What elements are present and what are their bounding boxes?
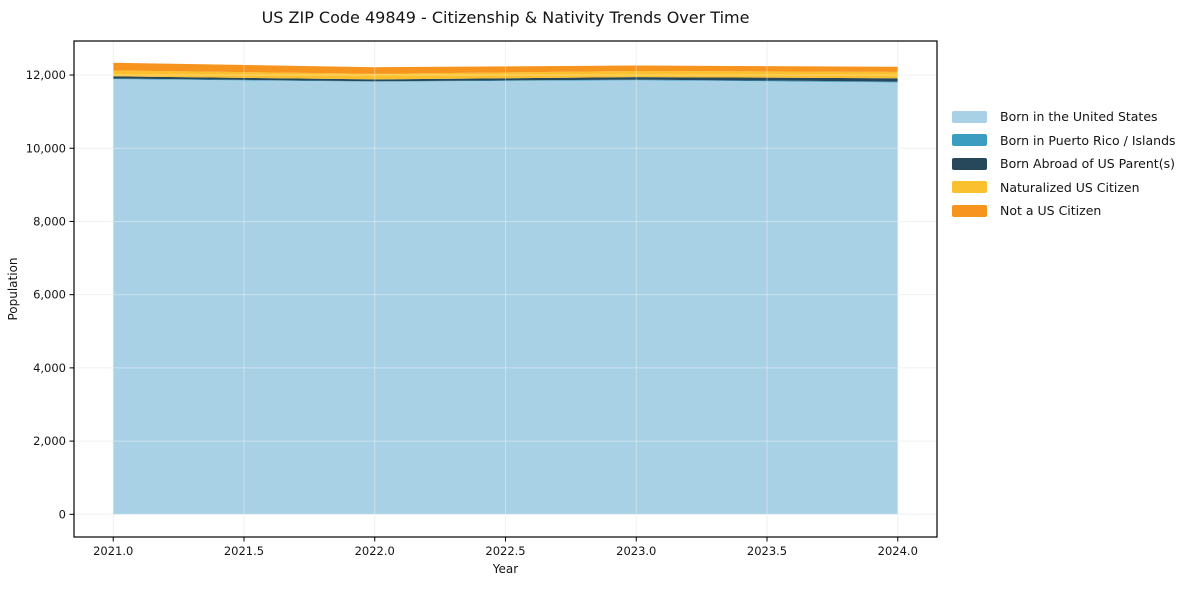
x-tick-label: 2021.5: [224, 544, 264, 558]
x-tick-label: 2021.0: [93, 544, 133, 558]
y-tick-label: 4,000: [33, 361, 66, 375]
legend-label: Naturalized US Citizen: [1000, 179, 1140, 195]
legend-label: Not a US Citizen: [1000, 203, 1102, 219]
legend-item: Born in Puerto Rico / Islands: [952, 129, 1176, 153]
legend-item: Born Abroad of US Parent(s): [952, 152, 1176, 176]
x-tick-label: 2023.5: [747, 544, 787, 558]
legend-swatch: [952, 110, 987, 123]
y-axis-label: Population: [6, 257, 20, 321]
legend-swatch: [952, 204, 987, 217]
area-series-0: [113, 79, 898, 515]
x-tick-label: 2024.0: [878, 544, 918, 558]
y-tick-label: 2,000: [33, 434, 66, 448]
x-tick-label: 2022.5: [485, 544, 525, 558]
legend-item: Not a US Citizen: [952, 199, 1176, 223]
area-series-2: [113, 76, 898, 82]
legend-swatch: [952, 181, 987, 194]
legend-swatch: [952, 157, 987, 170]
x-axis-label: Year: [492, 562, 519, 576]
area-series-1: [113, 78, 898, 83]
legend-item: Naturalized US Citizen: [952, 176, 1176, 200]
area-series-3: [113, 70, 898, 80]
legend: Born in the United States Born in Puerto …: [952, 105, 1176, 223]
y-tick-label: 6,000: [33, 288, 66, 302]
y-tick-label: 12,000: [26, 68, 66, 82]
legend-label: Born Abroad of US Parent(s): [1000, 156, 1175, 172]
x-tick-label: 2022.0: [355, 544, 395, 558]
y-tick-label: 0: [59, 507, 66, 521]
area-series-4: [113, 62, 898, 74]
legend-label: Born in the United States: [1000, 109, 1158, 125]
chart-title: US ZIP Code 49849 - Citizenship & Nativi…: [261, 8, 750, 27]
y-tick-label: 10,000: [26, 141, 66, 155]
legend-label: Born in Puerto Rico / Islands: [1000, 132, 1176, 148]
x-tick-label: 2023.0: [616, 544, 656, 558]
legend-item: Born in the United States: [952, 105, 1176, 129]
y-tick-label: 8,000: [33, 214, 66, 228]
legend-swatch: [952, 134, 987, 147]
